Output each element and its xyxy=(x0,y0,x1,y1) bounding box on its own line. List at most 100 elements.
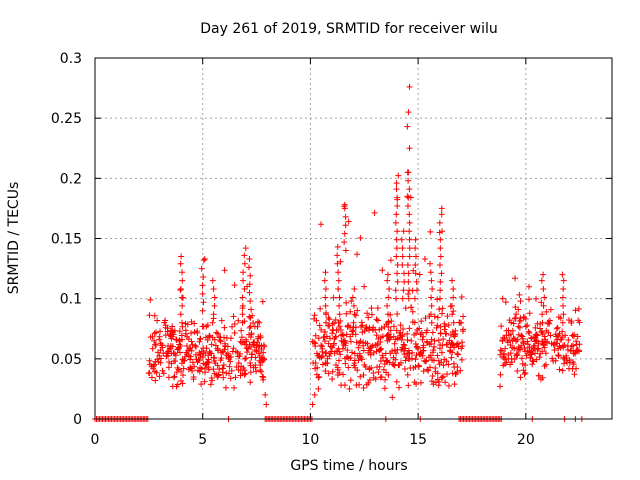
data-point xyxy=(540,286,547,293)
data-point xyxy=(171,327,178,334)
data-point xyxy=(511,356,518,363)
data-point xyxy=(238,327,245,334)
data-point xyxy=(438,205,445,212)
data-point xyxy=(177,311,184,318)
x-axis-label: GPS time / hours xyxy=(290,458,407,474)
data-point xyxy=(431,313,438,320)
data-point xyxy=(547,306,554,313)
data-point xyxy=(450,319,457,326)
x-tick-label: 0 xyxy=(91,432,100,448)
y-tick-label: 0.1 xyxy=(60,292,82,308)
data-point xyxy=(402,345,409,352)
data-point xyxy=(376,363,383,370)
data-point xyxy=(547,332,554,339)
data-point xyxy=(437,253,444,260)
data-point xyxy=(176,349,183,356)
data-point xyxy=(318,221,325,228)
data-point xyxy=(393,245,400,252)
data-point xyxy=(231,282,238,289)
data-point xyxy=(207,381,214,388)
data-point xyxy=(189,367,196,374)
data-point xyxy=(437,278,444,285)
data-point xyxy=(190,376,197,383)
data-point xyxy=(566,359,573,366)
data-point xyxy=(401,366,408,373)
data-point xyxy=(409,308,416,315)
data-point xyxy=(434,352,441,359)
data-point xyxy=(394,228,401,235)
data-point xyxy=(362,363,369,370)
data-point xyxy=(374,342,381,349)
data-point xyxy=(242,355,249,362)
data-point xyxy=(409,349,416,356)
data-point xyxy=(394,270,401,277)
data-point xyxy=(368,311,375,318)
data-point xyxy=(373,348,380,355)
data-point xyxy=(441,320,448,327)
data-point xyxy=(436,345,443,352)
data-point xyxy=(228,367,235,374)
data-point xyxy=(201,378,208,385)
data-point xyxy=(199,290,206,297)
data-point xyxy=(390,323,397,330)
data-point xyxy=(454,340,461,347)
data-point xyxy=(172,352,179,359)
data-point xyxy=(404,203,411,210)
data-point xyxy=(178,294,185,301)
data-point xyxy=(158,355,165,362)
data-point xyxy=(514,368,521,375)
data-point xyxy=(533,331,540,338)
data-point xyxy=(344,353,351,360)
data-point xyxy=(531,342,538,349)
data-point xyxy=(406,245,413,252)
data-point xyxy=(544,338,551,345)
data-point xyxy=(560,286,567,293)
data-point xyxy=(187,356,194,363)
data-point xyxy=(553,340,560,347)
data-point xyxy=(406,186,413,193)
data-point xyxy=(326,322,333,329)
data-point xyxy=(329,368,336,375)
data-point xyxy=(187,344,194,351)
data-point xyxy=(198,365,205,372)
data-point xyxy=(200,257,207,264)
data-point xyxy=(436,219,443,226)
data-point xyxy=(341,382,348,389)
data-point xyxy=(335,319,342,326)
data-point xyxy=(258,368,265,375)
data-point xyxy=(336,302,343,309)
data-point xyxy=(573,365,580,372)
data-point xyxy=(451,381,458,388)
data-point xyxy=(309,401,316,408)
data-point xyxy=(193,343,200,350)
data-point xyxy=(524,322,531,329)
data-point xyxy=(220,365,227,372)
data-point xyxy=(399,261,406,268)
data-point xyxy=(550,341,557,348)
data-point xyxy=(387,327,394,334)
data-point xyxy=(242,370,249,377)
data-point xyxy=(379,267,386,274)
data-point xyxy=(151,337,158,344)
data-point xyxy=(199,354,206,361)
data-point xyxy=(452,330,459,337)
data-point xyxy=(517,374,524,381)
data-point xyxy=(311,312,318,319)
data-point xyxy=(159,367,166,374)
data-point xyxy=(368,305,375,312)
data-point xyxy=(151,330,158,337)
data-point xyxy=(502,299,509,306)
data-point xyxy=(160,370,167,377)
data-point xyxy=(198,265,205,272)
y-tick-label: 0.2 xyxy=(60,171,82,187)
data-point xyxy=(148,374,155,381)
data-point xyxy=(249,351,256,358)
data-point xyxy=(386,359,393,366)
data-point xyxy=(427,340,434,347)
data-point xyxy=(227,335,234,342)
data-point xyxy=(443,358,450,365)
data-point xyxy=(389,347,396,354)
data-point xyxy=(360,347,367,354)
data-point xyxy=(177,377,184,384)
